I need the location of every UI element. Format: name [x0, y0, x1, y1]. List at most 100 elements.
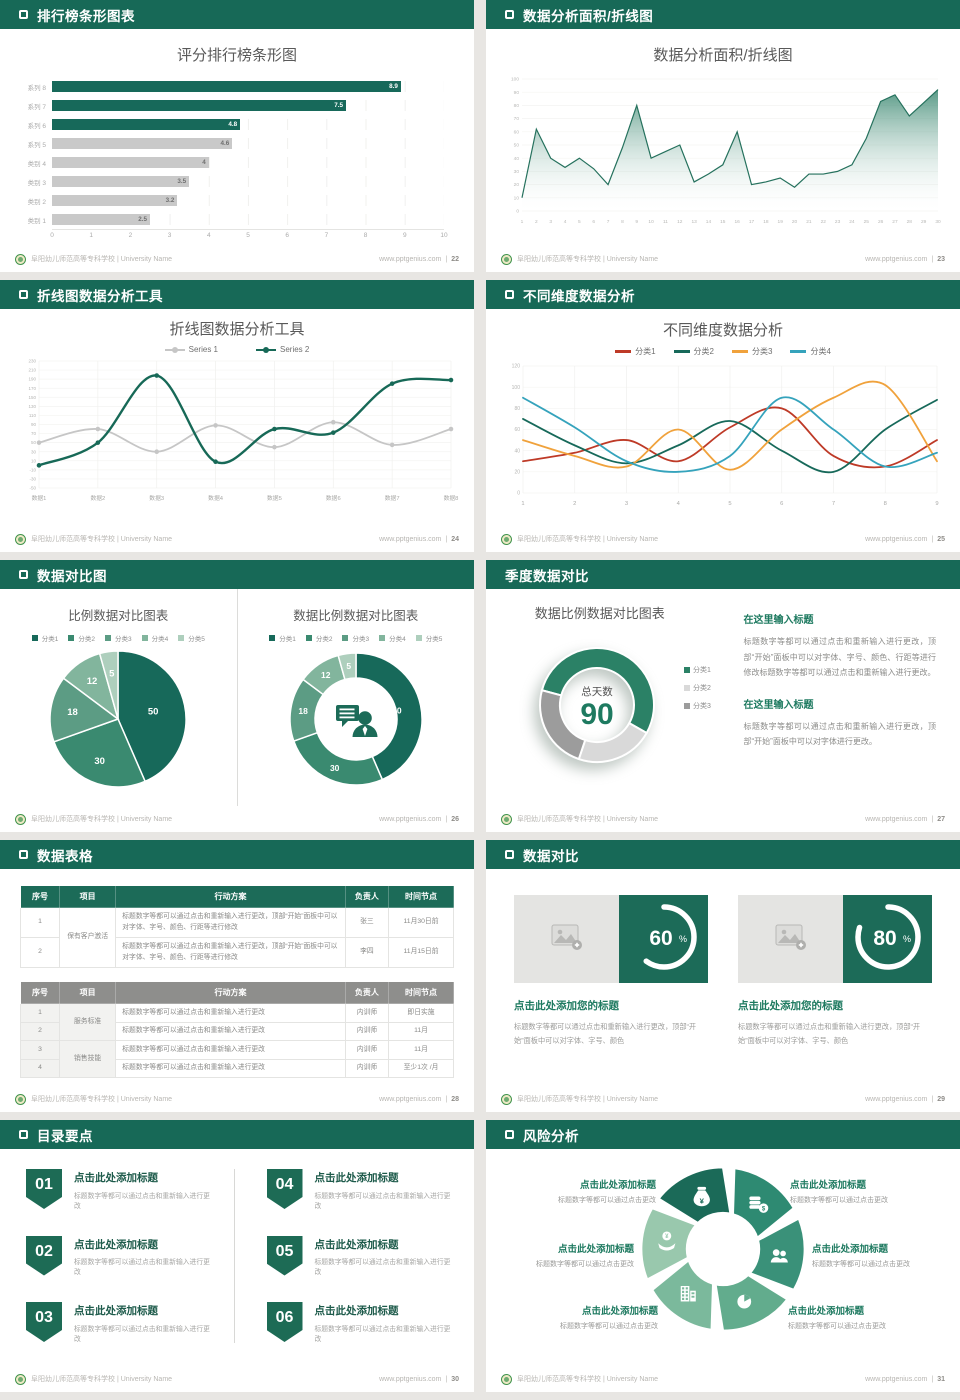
item-sub: 标题数字等都可以通过点击和重新输入进行更改 [74, 1259, 210, 1276]
legend-label: Series 2 [280, 345, 310, 354]
slide-24-line-chart[interactable]: 折线图数据分析工具 折线图数据分析工具 Series 1 Series 2 -5… [0, 280, 474, 552]
svg-text:50: 50 [148, 707, 159, 718]
bar-row: 类别 2 3.2 [14, 191, 444, 210]
legend-item: 分类5 [178, 633, 205, 643]
site-url: www.pptgenius.com [379, 815, 442, 823]
svg-text:10: 10 [514, 195, 520, 201]
site-url: www.pptgenius.com [379, 535, 442, 543]
legend-item: 分类1 [615, 346, 656, 357]
slide-title: 数据表格 [37, 848, 93, 864]
slide-title: 排行榜条形图表 [37, 8, 135, 24]
square-bullet-icon [19, 850, 28, 859]
number-badge: 05 [266, 1235, 303, 1276]
building-icon [680, 1285, 696, 1302]
slide-23-area-chart[interactable]: 数据分析面积/折线图 数据分析面积/折线图 0 10 20 30 40 50 60 70 80 9… [486, 0, 960, 272]
image-placeholder-icon [514, 895, 620, 983]
slide-26-pie-charts[interactable]: 数据对比图 比例数据对比图表 分类1 分类2 分类3 分类4 分类5 50 30 1… [0, 560, 474, 832]
page-number: 26 [451, 815, 459, 823]
svg-text:30: 30 [935, 219, 941, 225]
svg-text:4: 4 [564, 219, 567, 225]
svg-text:70: 70 [31, 431, 37, 436]
hand-money-icon: ¥ [658, 1231, 676, 1251]
school-name: 阜阳幼儿师范高等专科学校 | University Name [31, 1376, 173, 1383]
legend-item: Series 2 [256, 345, 309, 354]
site-url: www.pptgenius.com [379, 255, 442, 263]
slide-footer: 阜阳幼儿师范高等专科学校 | University Name www.pptge… [486, 806, 960, 832]
item-title: 点击此处添加标题 [74, 1238, 158, 1251]
item-title: 点击此处添加标题 [74, 1172, 158, 1184]
svg-text:130: 130 [28, 404, 36, 409]
series-marker-icon [615, 350, 632, 353]
school-logo-icon [15, 1093, 26, 1105]
slide-22-rank-bar-chart[interactable]: 排行榜条形图表 评分排行榜条形图 系列 8 8.9 系列 7 7.5 系列 6 4.8 系列… [0, 0, 474, 272]
svg-text:15: 15 [720, 219, 726, 225]
school-name: 阜阳幼儿师范高等专科学校 | University Name [31, 816, 173, 823]
progress-ring: 80% [843, 895, 932, 983]
slide-footer: 阜阳幼儿师范高等专科学校 | University Name www.pptge… [486, 526, 960, 552]
slide-footer: 阜阳幼儿师范高等专科学校 | University Name www.pptge… [486, 1086, 960, 1112]
swatch-icon [684, 685, 690, 691]
school-name: 阜阳幼儿师范高等专科学校 | University Name [517, 1376, 659, 1383]
footer-separator: | [931, 815, 934, 823]
svg-text:数据6: 数据6 [326, 494, 341, 502]
slide-footer: 阜阳幼儿师范高等专科学校 | University Name www.pptge… [0, 526, 474, 552]
legend-item: 分类3 [684, 701, 711, 711]
svg-text:20: 20 [792, 219, 798, 225]
legend-item: 分类2 [673, 346, 714, 357]
slide-31-risk-analysis[interactable]: 风险分析 ¥ $ ¥ 点击此处添加标题 标题数字等都可以通过点击更改 点击此处添加标题… [486, 1120, 960, 1392]
item-title: 点击此处添加标题 [314, 1238, 399, 1251]
legend-item: 分类1 [269, 633, 296, 643]
slide-30-toc-points[interactable]: 目录要点 01 点击此处添加标题 标题数字等都可以通过点击和重新输入进行更改 02… [0, 1120, 474, 1392]
svg-text:30: 30 [31, 449, 37, 454]
diagram-label: 点击此处添加标题 标题数字等都可以通过点击更改 [560, 1306, 658, 1330]
number-badge: 06 [266, 1302, 303, 1342]
series-marker-icon [732, 350, 748, 353]
chart-legend: 分类1 分类2 分类3 分类4 [486, 346, 960, 357]
svg-text:-30: -30 [29, 477, 36, 482]
square-bullet-icon [19, 10, 28, 19]
footer-separator: | [445, 815, 448, 823]
slide-body: ¥ $ ¥ 点击此处添加标题 标题数字等都可以通过点击更改 点击此处添加标题 标题数字等… [486, 1149, 960, 1366]
swatch-icon [68, 635, 75, 641]
svg-text:8: 8 [621, 219, 624, 225]
legend-item: 分类4 [141, 633, 168, 643]
svg-text:数据8: 数据8 [444, 494, 459, 502]
data-table: 序号 项目 行动方案 负责人 时间节点 1 服务标准 标题数字等都可以通过点击和重新输入… [20, 981, 454, 1079]
slide-25-multi-line-chart[interactable]: 不同维度数据分析 不同维度数据分析 分类1 分类2 分类3 分类4 0 20 40 6… [486, 280, 960, 552]
svg-text:0: 0 [516, 209, 519, 215]
diagram-label: 点击此处添加标题 标题数字等都可以通过点击更改 [558, 1180, 656, 1204]
square-bullet-icon [19, 290, 28, 299]
slide-header: 目录要点 [0, 1120, 474, 1149]
slide-28-data-tables[interactable]: 数据表格 序号 项目 行动方案 负责人 时间节点 1 保有客户激活 标题数字等都可以通过… [0, 840, 474, 1112]
svg-text:12: 12 [321, 670, 331, 680]
pie-panel: 比例数据对比图表 分类1 分类2 分类3 分类4 分类5 50 30 18 12 5 [0, 589, 237, 806]
slide-29-percent-compare[interactable]: 数据对比 60% 点击此处添加您的标题 标题数字等都可以通过点击和重新输入进行更… [486, 840, 960, 1112]
school-logo-icon [501, 533, 512, 545]
svg-text:50: 50 [514, 143, 520, 149]
slide-27-quarter-compare[interactable]: 季度数据对比 数据比例数据对比图表 总天数 90 分类1 分类2 [486, 560, 960, 832]
svg-text:18: 18 [298, 706, 308, 716]
chart-title: 数据比例数据对比图表 [534, 606, 665, 621]
line-chart: -50 -30 -10 10 30 50 70 90 110 130 150 170 190 210 230… [0, 354, 474, 504]
svg-text:80: 80 [514, 103, 520, 109]
slide-body: 折线图数据分析工具 Series 1 Series 2 -50 -30 -10 10 3… [0, 309, 474, 526]
diagram-label: 点击此处添加标题 标题数字等都可以通过点击更改 [788, 1306, 886, 1330]
svg-text:8: 8 [884, 501, 887, 507]
svg-text:210: 210 [28, 368, 36, 373]
page-number: 22 [451, 255, 459, 263]
svg-text:50: 50 [31, 440, 37, 445]
school-logo-icon [15, 253, 26, 265]
slide-header: 排行榜条形图表 [0, 0, 474, 29]
toc-column: 04 点击此处添加标题 标题数字等都可以通过点击和重新输入进行更改 05 点击此处… [233, 1169, 475, 1343]
bar-row: 系列 6 4.8 [14, 115, 444, 134]
swatch-icon [104, 635, 111, 641]
svg-text:23: 23 [835, 219, 841, 225]
item-title: 点击此处添加标题 [314, 1305, 399, 1317]
page-number: 30 [451, 1375, 459, 1383]
legend-item: 分类2 [684, 683, 711, 693]
page-number: 25 [937, 535, 945, 543]
svg-text:60: 60 [514, 427, 520, 433]
swatch-icon [342, 635, 349, 641]
stat-card: 80% 点击此处添加您的标题 标题数字等都可以通过点击和重新输入进行更改，顶部“… [738, 895, 932, 1047]
svg-text:100: 100 [512, 385, 521, 391]
